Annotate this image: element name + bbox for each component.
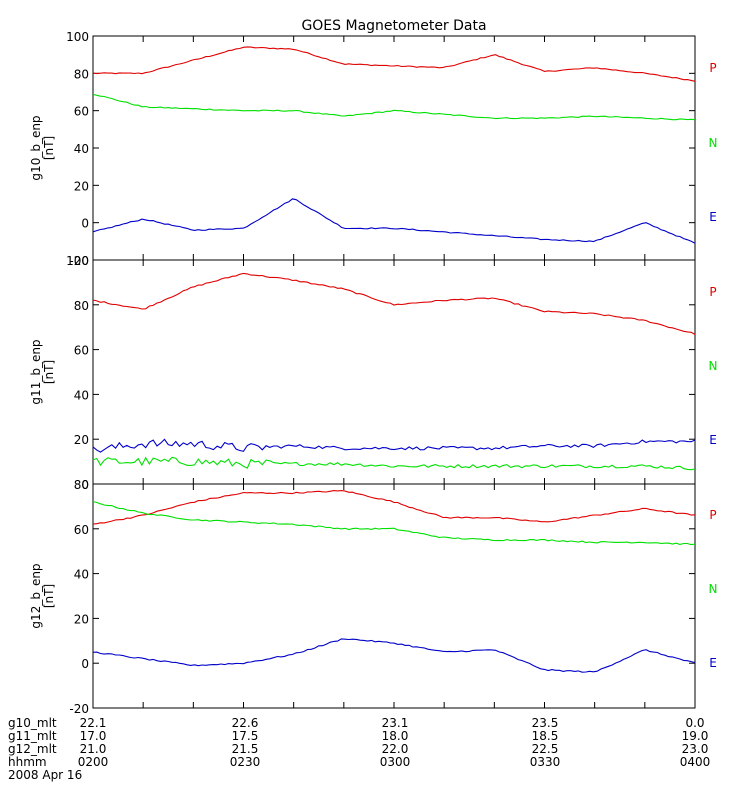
- y-tick-label: 100: [66, 30, 89, 44]
- y-tick-label: -20: [69, 702, 89, 716]
- panel-frame: [92, 35, 696, 261]
- series-line-e: [92, 638, 696, 673]
- footer-row-label: hhmm: [8, 755, 47, 769]
- series-line-n: [92, 93, 696, 121]
- legend-e: E: [709, 656, 717, 670]
- footer-tick-label: 23.1: [382, 716, 409, 730]
- footer-tick-label: 22.5: [532, 742, 559, 756]
- y-axis-unit: [nT]: [42, 584, 56, 608]
- footer-tick-label: 0300: [380, 755, 411, 769]
- footer-tick-label: 18.0: [382, 729, 409, 743]
- series-line-p: [92, 490, 696, 525]
- legend-n: N: [709, 582, 718, 596]
- series-line-n: [92, 456, 696, 471]
- y-axis-label: g11_b_enp: [29, 339, 43, 404]
- y-tick-label: -20: [69, 254, 89, 268]
- y-tick-label: 20: [74, 433, 89, 447]
- legend-e: E: [709, 210, 717, 224]
- y-tick-label: 0: [81, 217, 89, 231]
- chart-title: GOES Magnetometer Data: [301, 18, 486, 34]
- footer-tick-label: 17.0: [80, 729, 107, 743]
- footer-tick-label: 21.5: [232, 742, 259, 756]
- legend-p: P: [709, 61, 716, 75]
- series-line-p: [92, 272, 696, 335]
- y-axis-unit: [nT]: [42, 136, 56, 160]
- series-line-p: [92, 46, 696, 82]
- panel-3: 80 60 40 20 0 -20 g12_b_enp [nT] P N E: [29, 478, 717, 716]
- footer-tick-label: 0330: [530, 755, 561, 769]
- footer-tick-label: 22.1: [80, 716, 107, 730]
- y-tick-label: 100: [66, 254, 89, 268]
- legend-p: P: [709, 508, 716, 522]
- y-tick-label: 0: [81, 478, 89, 492]
- footer-row-label: g12_mlt: [8, 742, 57, 756]
- series-line-e: [92, 198, 696, 244]
- footer-date: 2008 Apr 16: [8, 768, 82, 782]
- y-axis-unit: [nT]: [42, 360, 56, 384]
- y-tick-label: 40: [74, 388, 89, 402]
- y-axis-label: g12_b_enp: [29, 563, 43, 628]
- y-tick-label: 0: [81, 657, 89, 671]
- footer-tick-label: 22.0: [382, 742, 409, 756]
- y-tick-label: 60: [74, 105, 89, 119]
- panel-1: 100 80 60 40 20 0 -20 g10_b_enp [nT] P N E: [29, 30, 717, 268]
- legend-e: E: [709, 433, 717, 447]
- y-tick-label: 40: [74, 568, 89, 582]
- footer-tick-label: 21.0: [80, 742, 107, 756]
- footer-row-label: g11_mlt: [8, 729, 57, 743]
- legend-n: N: [709, 136, 718, 150]
- footer-tick-label: 0.0: [685, 716, 704, 730]
- y-tick-label: 80: [74, 299, 89, 313]
- legend-n: N: [709, 359, 718, 373]
- footer-tick-label: 19.0: [682, 729, 709, 743]
- series-line-e: [92, 438, 696, 453]
- y-axis-label: g10_b_enp: [29, 115, 43, 180]
- panel-frame: [92, 259, 696, 485]
- legend-p: P: [709, 285, 716, 299]
- footer-tick-label: 23.0: [682, 742, 709, 756]
- y-tick-label: 60: [74, 523, 89, 537]
- footer-tick-label: 0200: [78, 755, 109, 769]
- panel-2: 100 80 60 40 20 0 g11_b_enp [nT] P N E: [29, 254, 717, 492]
- y-tick-label: 40: [74, 142, 89, 156]
- y-tick-label: 20: [74, 179, 89, 193]
- footer-tick-label: 0400: [680, 755, 711, 769]
- footer-row-label: g10_mlt: [8, 716, 57, 730]
- y-tick-label: 80: [74, 67, 89, 81]
- footer-tick-label: 0230: [230, 755, 261, 769]
- footer: g10_mlt 22.1 22.6 23.1 23.5 0.0 g11_mlt 17.0 17.…: [8, 716, 710, 782]
- footer-tick-label: 23.5: [532, 716, 559, 730]
- y-tick-label: 80: [74, 478, 89, 492]
- footer-tick-label: 18.5: [532, 729, 559, 743]
- y-tick-label: 60: [74, 344, 89, 358]
- y-tick-label: 20: [74, 612, 89, 626]
- series-line-n: [92, 500, 696, 546]
- footer-tick-label: 17.5: [232, 729, 259, 743]
- footer-tick-label: 22.6: [232, 716, 259, 730]
- panel-frame: [92, 483, 696, 709]
